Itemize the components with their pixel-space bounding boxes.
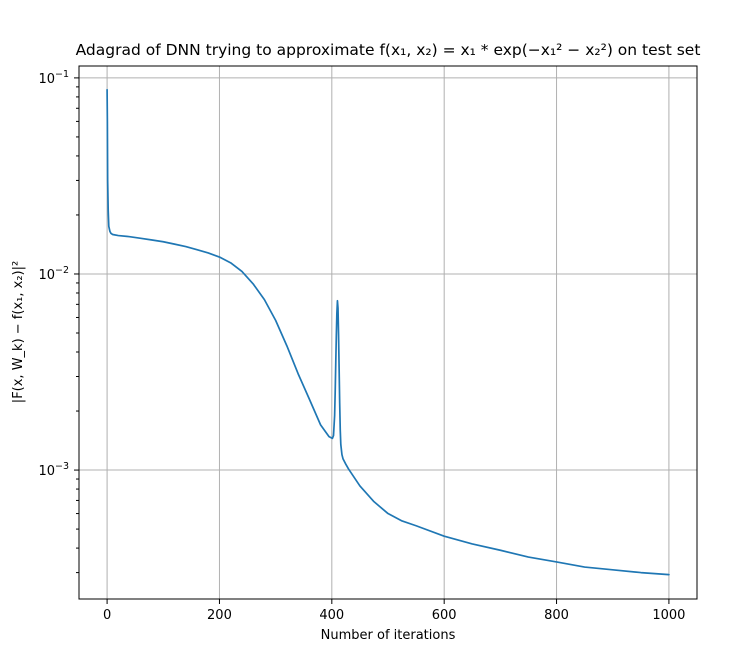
y-tick-label: 10−1 bbox=[38, 69, 69, 87]
grid bbox=[79, 66, 697, 599]
x-tick-label: 400 bbox=[319, 608, 344, 623]
series-line bbox=[106, 88, 670, 576]
x-tick-label: 800 bbox=[544, 608, 569, 623]
y-axis-label: |F(x, W_k) − f(x₁, x₂)|² bbox=[11, 261, 26, 403]
y-tick-label: 10−2 bbox=[38, 265, 69, 283]
chart-title: Adagrad of DNN trying to approximate f(x… bbox=[76, 41, 701, 59]
x-tick-label: 200 bbox=[207, 608, 232, 623]
x-tick-label: 0 bbox=[103, 608, 111, 623]
plot-frame bbox=[78, 65, 698, 600]
ticks: 0 200 400 600 800 1000 10−3 10−2 10−1 bbox=[38, 69, 685, 623]
x-axis-label: Number of iterations bbox=[321, 628, 456, 643]
y-tick-label: 10−3 bbox=[38, 461, 69, 479]
series-layer bbox=[106, 88, 670, 576]
x-tick-label: 1000 bbox=[652, 608, 685, 623]
x-tick-label: 600 bbox=[432, 608, 457, 623]
